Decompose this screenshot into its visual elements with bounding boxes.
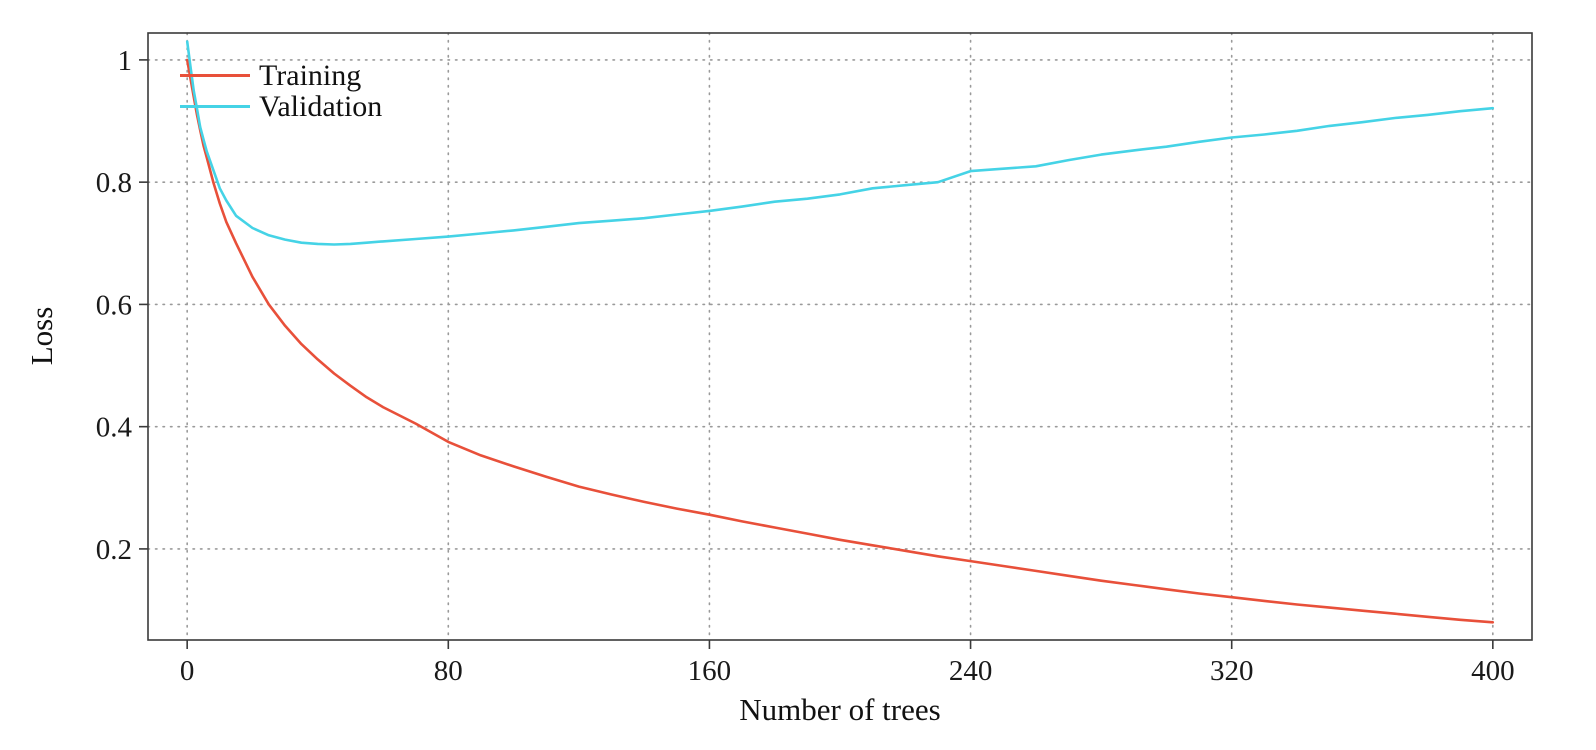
legend-label-training: Training	[259, 59, 362, 92]
tick-labels: 0 80 160 240 320 400 0.2 0.4 0.6 0.8 1	[96, 45, 1515, 687]
training-line-swatch	[180, 74, 250, 77]
x-tick-label-240: 240	[949, 655, 993, 687]
x-axis-label: Number of trees	[739, 692, 941, 727]
plot-border	[147, 32, 1533, 641]
validation-line-swatch	[180, 105, 250, 108]
x-tick-label-320: 320	[1210, 655, 1254, 687]
x-tick-label-0: 0	[180, 655, 195, 687]
y-tick-label-0.8: 0.8	[96, 167, 132, 199]
legend-label-validation: Validation	[259, 90, 383, 123]
y-tick-label-0.6: 0.6	[96, 289, 132, 321]
x-tick-label-400: 400	[1471, 655, 1515, 687]
y-axis-label: Loss	[24, 306, 59, 366]
x-tick-label-80: 80	[434, 655, 463, 687]
legend: Training Validation	[180, 60, 382, 122]
axis-ticks	[139, 59, 1494, 649]
legend-item-validation: Validation	[180, 91, 382, 122]
series-line-training	[185, 58, 1495, 624]
gridlines	[147, 32, 1533, 641]
y-tick-label-0.2: 0.2	[96, 534, 132, 566]
legend-item-training: Training	[180, 60, 382, 91]
y-tick-label-1: 1	[118, 45, 133, 77]
x-tick-label-160: 160	[688, 655, 732, 687]
series-lines	[185, 40, 1495, 624]
series-line-validation	[185, 40, 1495, 246]
y-tick-label-0.4: 0.4	[96, 412, 133, 444]
